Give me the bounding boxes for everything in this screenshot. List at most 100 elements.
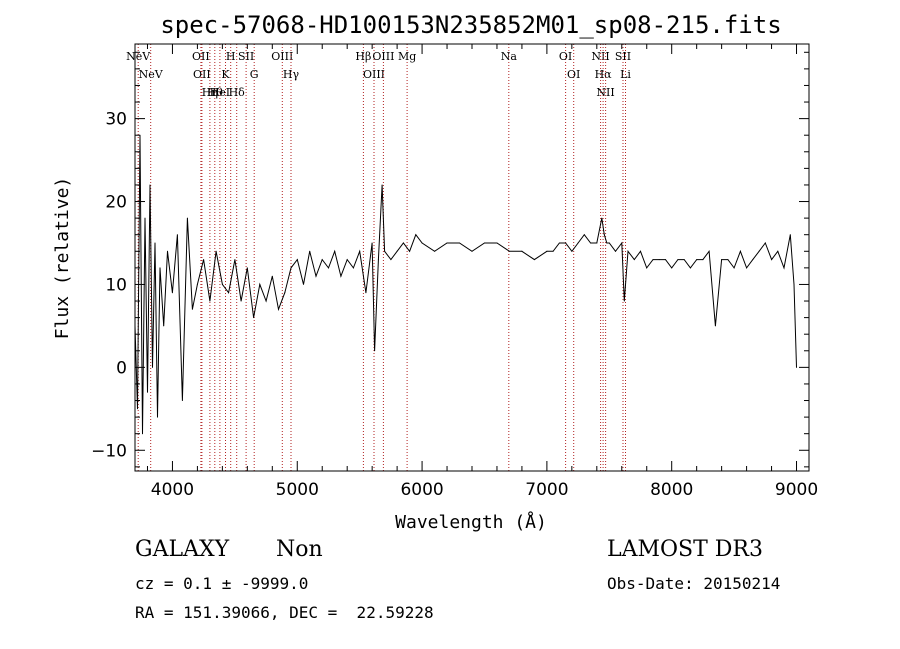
data-point [240,300,242,302]
data-point [571,250,573,252]
line-marker-label: NII [596,86,614,99]
data-point [739,250,741,252]
line-marker-label: Hδ [229,86,246,99]
line-marker-label: H [226,50,236,63]
y-tick-label: 30 [105,110,127,130]
y-tick-label: 0 [116,358,127,378]
data-point [606,242,608,244]
data-point [633,259,635,261]
data-point [147,391,148,393]
data-point [552,250,554,252]
data-point [777,250,779,252]
plot-frame [134,43,810,472]
data-point [278,308,279,310]
subclass-label: Non [276,537,323,562]
data-point [658,259,660,261]
data-point [677,259,679,261]
x-axis-label: Wavelength (Å) [395,511,547,533]
data-point [421,242,423,244]
data-point [152,366,153,368]
redshift-line: cz = 0.1 ± -9999.0 [135,574,309,593]
chart-title: spec-57068-HD100153N235852M01_sp08-215.f… [160,11,781,39]
axes: 4000 5000 6000 7000 8000 9000 −10 0 10 20 30 [91,44,818,500]
x-tick-label: 9000 [775,480,818,500]
data-point [352,267,354,269]
data-point [315,275,317,277]
line-marker-label: Na [501,50,518,63]
line-marker-label: SII [238,50,254,63]
line-marker-label: OII [193,68,211,81]
data-point [284,292,286,294]
line-marker-label: Li [620,68,631,81]
data-point [149,184,151,186]
data-point [234,259,236,261]
line-marker-label: OIII [372,50,394,63]
data-point [459,242,460,244]
data-point [689,267,691,269]
data-point [144,217,146,219]
data-point [627,250,629,252]
data-point [384,250,386,252]
y-tick-label: 20 [105,193,127,213]
series-layer [134,134,797,435]
data-point [390,259,392,261]
data-point [471,250,473,252]
data-point [415,234,417,236]
data-point [340,275,342,277]
y-tick-label: −10 [91,441,127,461]
data-point [521,250,523,252]
line-marker-label: Hθ [207,86,224,99]
data-point [789,234,791,236]
data-point [203,259,205,261]
series-line-flux [134,135,797,434]
data-point [334,250,336,252]
data-point [683,259,685,261]
data-point [163,325,165,327]
data-point [640,250,641,252]
data-point [181,400,183,401]
data-point [157,416,158,418]
line-marker-label: OI [559,50,572,63]
data-point [228,292,230,294]
data-point [265,300,267,302]
line-marker-label: NeV [126,50,151,63]
data-point [186,217,188,219]
data-point [758,250,760,252]
data-point [221,283,223,285]
data-point [793,283,795,285]
radec-line: RA = 151.39066, DEC = 22.59228 [135,603,434,622]
data-point [176,234,178,236]
data-point [533,259,535,261]
data-point [601,217,603,219]
x-tick-label: 7000 [525,480,568,500]
data-point [196,283,198,285]
y-tick-label: 10 [105,275,127,295]
data-point [154,242,156,244]
data-point [603,234,605,236]
line-marker-label: Hη [202,86,218,99]
data-point [546,250,548,252]
data-point [434,250,436,252]
data-point [714,325,716,327]
x-tick-label: 5000 [276,480,319,500]
data-point [409,250,411,252]
data-point [328,267,329,269]
data-point [596,242,598,244]
data-point [167,250,168,252]
data-point [558,242,560,244]
line-marker-label: NeV [139,68,164,81]
data-point [215,250,217,252]
data-point [346,259,348,261]
data-point [727,259,729,261]
obs-date-line: Obs-Date: 20150214 [607,574,781,593]
data-point [171,292,173,294]
data-point [309,250,311,252]
data-point [259,283,261,285]
line-marker-label: OII [192,50,210,63]
data-point [191,308,193,310]
data-point [565,242,567,244]
line-marker-label: HeI [210,86,230,99]
data-point [303,283,304,285]
data-point [377,259,379,261]
